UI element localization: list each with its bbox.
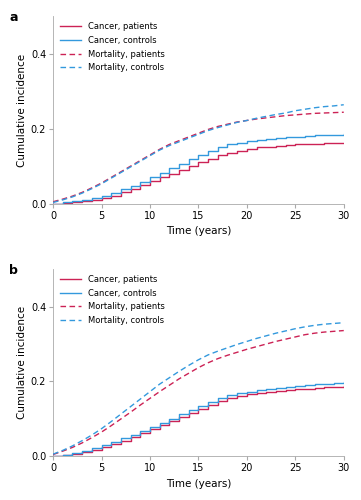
Legend: Cancer, patients, Cancer, controls, Mortality, patients, Mortality, controls: Cancer, patients, Cancer, controls, Mort… <box>60 275 165 325</box>
Text: a: a <box>9 10 18 24</box>
Legend: Cancer, patients, Cancer, controls, Mortality, patients, Mortality, controls: Cancer, patients, Cancer, controls, Mort… <box>60 22 165 72</box>
X-axis label: Time (years): Time (years) <box>166 226 231 236</box>
X-axis label: Time (years): Time (years) <box>166 479 231 489</box>
Y-axis label: Cumulative incidence: Cumulative incidence <box>17 54 27 166</box>
Text: b: b <box>9 264 18 276</box>
Y-axis label: Cumulative incidence: Cumulative incidence <box>17 306 27 420</box>
